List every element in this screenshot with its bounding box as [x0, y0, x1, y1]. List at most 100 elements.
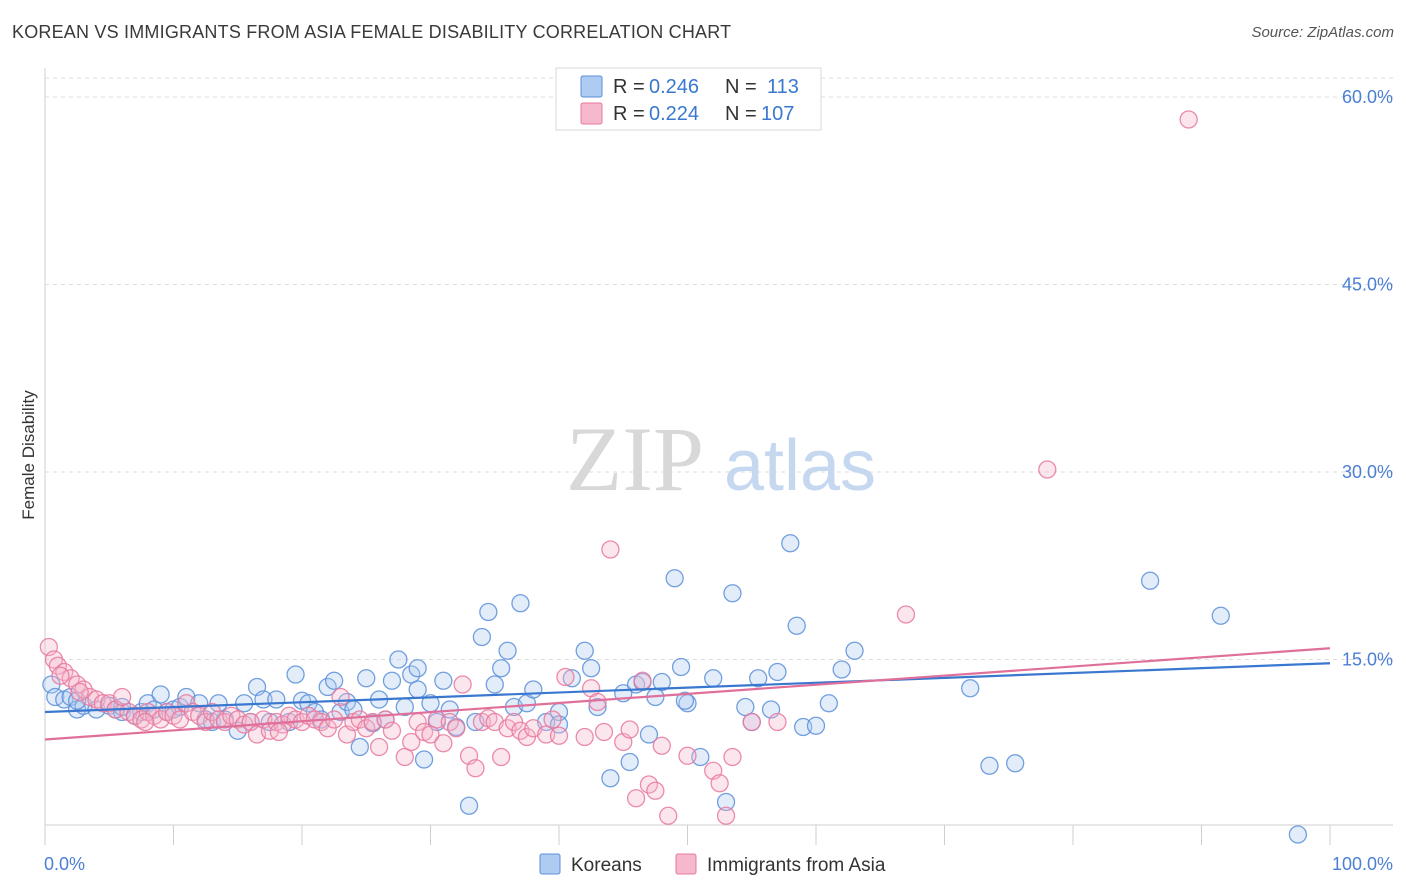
gridlines: [45, 77, 1393, 660]
koreans-point: [588, 697, 607, 717]
koreans-point: [479, 602, 498, 622]
legend-n-label-2: N =: [725, 103, 757, 125]
y-tick-label: 15.0%: [1342, 650, 1393, 670]
asia-point: [678, 746, 697, 765]
asia-point: [601, 540, 620, 559]
koreans-point: [575, 641, 594, 660]
chart-title: KOREAN VS IMMIGRANTS FROM ASIA FEMALE DI…: [12, 22, 732, 42]
koreans-point: [414, 750, 434, 769]
koreans-point: [716, 792, 736, 812]
asia-point: [556, 667, 575, 687]
asia-point: [70, 682, 89, 702]
stats-legend: R = 0.246 N = 113 R = 0.224 N = 107: [555, 67, 822, 131]
koreans-point: [832, 660, 851, 679]
asia-point: [447, 719, 466, 738]
asia-point: [543, 710, 562, 729]
koreans-point: [620, 752, 639, 772]
koreans-point: [787, 616, 806, 635]
asia-point: [723, 747, 742, 767]
asia-point: [331, 687, 350, 707]
koreans-point: [675, 691, 695, 710]
koreans-point: [1006, 754, 1025, 773]
bottom-legend-koreans: Koreans: [571, 855, 642, 876]
y-tick-label: 45.0%: [1342, 275, 1393, 295]
koreans-point: [781, 534, 800, 553]
asia-point: [369, 737, 389, 757]
koreans-point: [768, 662, 787, 682]
koreans-point: [324, 671, 344, 690]
asia-point: [269, 722, 289, 742]
asia-point: [633, 671, 652, 690]
asia-point: [466, 759, 485, 778]
y-tick-label: 30.0%: [1342, 462, 1393, 482]
koreans-point: [961, 679, 980, 698]
koreans-point: [382, 671, 402, 690]
koreans-point: [806, 716, 826, 735]
asia-point: [402, 732, 421, 752]
koreans-point: [492, 659, 511, 678]
asia-point: [716, 806, 736, 825]
koreans-point: [819, 694, 838, 713]
koreans-point: [350, 737, 369, 757]
koreans-point: [671, 657, 691, 677]
koreans-point: [286, 665, 305, 684]
asia-point: [1179, 110, 1198, 129]
y-tick-labels: 15.0% 30.0% 45.0% 60.0%: [1342, 87, 1393, 670]
asia-point: [549, 726, 569, 745]
koreans-point: [389, 650, 408, 669]
asia-point: [626, 789, 646, 808]
koreans-point: [980, 756, 999, 775]
asia-point: [1038, 460, 1057, 479]
y-axis-title: Female Disability: [19, 390, 38, 520]
legend-r-value-2: 0.224: [649, 103, 699, 125]
series-koreans: [42, 534, 1308, 844]
y-tick-label: 60.0%: [1342, 87, 1393, 107]
koreans-point: [151, 685, 170, 704]
koreans-point: [581, 659, 601, 678]
asia-point: [382, 721, 402, 740]
x-tick-label-start: 0.0%: [44, 854, 85, 874]
koreans-point: [562, 669, 581, 688]
source-credit: Source: ZipAtlas.com: [1251, 24, 1394, 41]
legend-n-value-2: 107: [761, 103, 794, 125]
asia-point: [51, 666, 70, 685]
koreans-point: [524, 680, 543, 699]
koreans-point: [845, 641, 864, 660]
koreans-point: [459, 796, 479, 815]
watermark-zip: ZIP: [566, 408, 704, 510]
koreans-point: [267, 690, 286, 709]
watermark: ZIP atlas: [566, 408, 876, 510]
bottom-legend-swatch-immigrants-from-asia: [675, 853, 697, 875]
asia-point: [620, 720, 639, 739]
asia-point: [453, 675, 472, 694]
axes: [44, 68, 1393, 845]
asia-point: [646, 781, 665, 800]
asia-point: [768, 712, 787, 732]
legend-n-label-1: N =: [725, 76, 757, 98]
koreans-point: [723, 584, 742, 603]
asia-point: [434, 734, 453, 753]
koreans-point: [704, 669, 723, 688]
koreans-point: [472, 627, 492, 647]
koreans-point: [357, 669, 376, 688]
asia-point: [136, 712, 155, 732]
series-legend: Koreans Immigrants from Asia: [539, 853, 886, 876]
koreans-point: [665, 569, 684, 588]
asia-point: [896, 605, 916, 624]
koreans-point: [1288, 825, 1308, 844]
legend-n-value-1: 113: [767, 76, 799, 98]
koreans-point: [434, 671, 453, 690]
asia-point: [594, 722, 614, 742]
bottom-legend-swatch-koreans: [539, 853, 561, 875]
asia-point: [710, 774, 729, 793]
trend-line-immigrants-from-asia: [44, 647, 1331, 741]
watermark-atlas: atlas: [724, 426, 876, 506]
koreans-point: [511, 594, 530, 613]
koreans-point: [639, 725, 659, 744]
koreans-point: [408, 680, 427, 699]
bottom-legend-immigrants-from-asia: Immigrants from Asia: [707, 855, 886, 876]
asia-point: [588, 692, 607, 712]
x-tick-labels: 0.0% 100.0%: [44, 854, 1393, 874]
asia-point: [492, 747, 511, 767]
legend-swatch-koreans: [580, 75, 603, 98]
